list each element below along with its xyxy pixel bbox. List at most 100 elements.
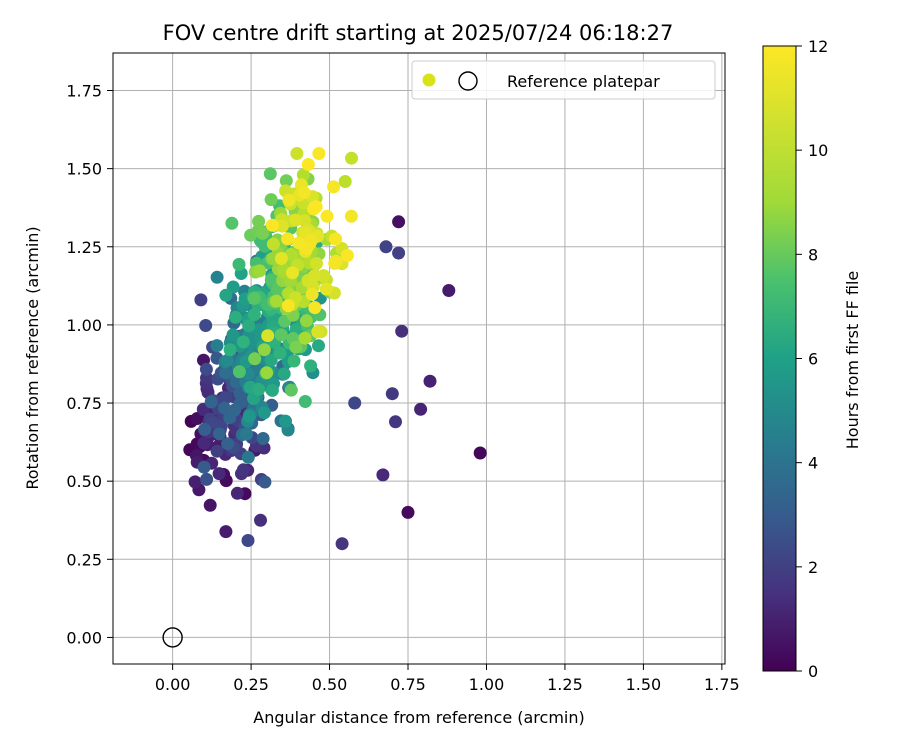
y-tick-label: 0.00	[66, 628, 102, 647]
data-point	[297, 186, 311, 200]
data-point	[229, 375, 243, 389]
data-point	[200, 472, 214, 486]
y-tick-label: 1.50	[66, 160, 102, 179]
data-point	[301, 158, 315, 171]
data-point	[198, 422, 212, 436]
data-point	[264, 353, 278, 367]
legend-marker-reference	[458, 71, 478, 91]
data-point	[197, 460, 211, 474]
data-point	[260, 366, 274, 380]
data-point	[256, 226, 270, 240]
data-point	[264, 193, 278, 207]
data-point	[217, 401, 231, 415]
x-tick-label: 1.50	[626, 675, 662, 694]
data-point	[281, 299, 295, 313]
data-point	[310, 257, 323, 270]
data-point	[298, 331, 312, 345]
data-point	[308, 301, 322, 315]
data-point	[225, 216, 239, 230]
data-point	[292, 236, 306, 250]
data-point	[320, 209, 334, 223]
data-point	[203, 498, 217, 512]
data-point	[219, 288, 233, 302]
data-point	[317, 269, 331, 283]
data-point	[348, 396, 362, 410]
data-point	[277, 367, 291, 381]
data-point	[210, 444, 224, 458]
data-point	[345, 151, 358, 165]
data-point	[442, 284, 456, 297]
data-point	[286, 266, 299, 280]
data-point	[248, 352, 262, 366]
data-point	[219, 391, 233, 405]
data-point	[385, 387, 399, 401]
legend-marker-viridis	[422, 73, 436, 87]
x-axis-ticks: 0.00 0.25 0.50 0.75 1.00 1.25 1.50 1.75	[155, 664, 740, 694]
data-point	[230, 486, 244, 500]
y-axis-label: Rotation from reference (arcmin)	[23, 226, 42, 489]
data-point	[327, 180, 341, 194]
data-point	[219, 525, 233, 539]
data-point	[236, 463, 250, 477]
data-point	[220, 354, 234, 367]
data-point	[266, 237, 280, 251]
data-point	[379, 240, 393, 254]
data-point	[329, 232, 343, 246]
data-point	[261, 329, 275, 343]
data-point	[392, 215, 406, 229]
data-point	[281, 232, 295, 246]
data-point	[279, 174, 293, 188]
data-point	[284, 247, 298, 261]
plot-frame	[112, 52, 726, 665]
colorbar-tick-label: 12	[808, 37, 828, 56]
data-point	[287, 354, 301, 368]
data-point	[311, 325, 325, 339]
data-point	[256, 432, 270, 445]
data-point	[335, 537, 349, 551]
colorbar-tick-label: 2	[808, 558, 818, 577]
data-point	[197, 436, 211, 450]
data-point	[395, 324, 409, 338]
chart-title: FOV centre drift starting at 2025/07/24 …	[163, 21, 674, 45]
colorbar-tick-label: 8	[808, 245, 818, 264]
data-point	[312, 339, 325, 353]
data-point	[265, 383, 279, 397]
data-point	[263, 167, 277, 181]
data-point	[190, 412, 204, 425]
data-point	[210, 270, 224, 284]
data-point	[188, 475, 202, 489]
data-point	[212, 427, 226, 441]
data-point	[309, 200, 323, 214]
x-tick-label: 0.25	[233, 675, 269, 694]
legend-label-reference: Reference platepar	[507, 72, 660, 91]
data-point	[223, 343, 237, 357]
data-point	[247, 291, 261, 305]
data-point	[210, 339, 224, 353]
data-point	[274, 328, 288, 342]
data-point	[389, 415, 402, 429]
data-point	[312, 147, 326, 160]
colorbar: 0 2 4 6 8 10 12 Hours from first FF file	[762, 37, 862, 681]
data-point	[199, 362, 213, 376]
data-point	[257, 406, 271, 420]
data-point	[275, 219, 289, 233]
y-tick-label: 0.50	[66, 472, 102, 491]
data-point	[282, 193, 296, 207]
colorbar-tick-label: 6	[808, 350, 818, 369]
x-tick-label: 0.00	[155, 675, 191, 694]
data-point	[242, 319, 256, 333]
data-point	[344, 209, 358, 223]
data-point	[289, 340, 303, 354]
data-point	[284, 383, 298, 397]
data-point	[296, 168, 310, 182]
x-tick-label: 1.75	[704, 675, 740, 694]
y-axis-ticks: 0.00 0.25 0.50 0.75 1.00 1.25 1.50 1.75	[66, 82, 113, 647]
y-tick-label: 1.25	[66, 238, 102, 257]
data-point	[232, 365, 246, 379]
data-points	[162, 147, 487, 648]
data-point	[423, 374, 437, 388]
data-point	[257, 343, 271, 357]
data-point	[223, 411, 237, 425]
